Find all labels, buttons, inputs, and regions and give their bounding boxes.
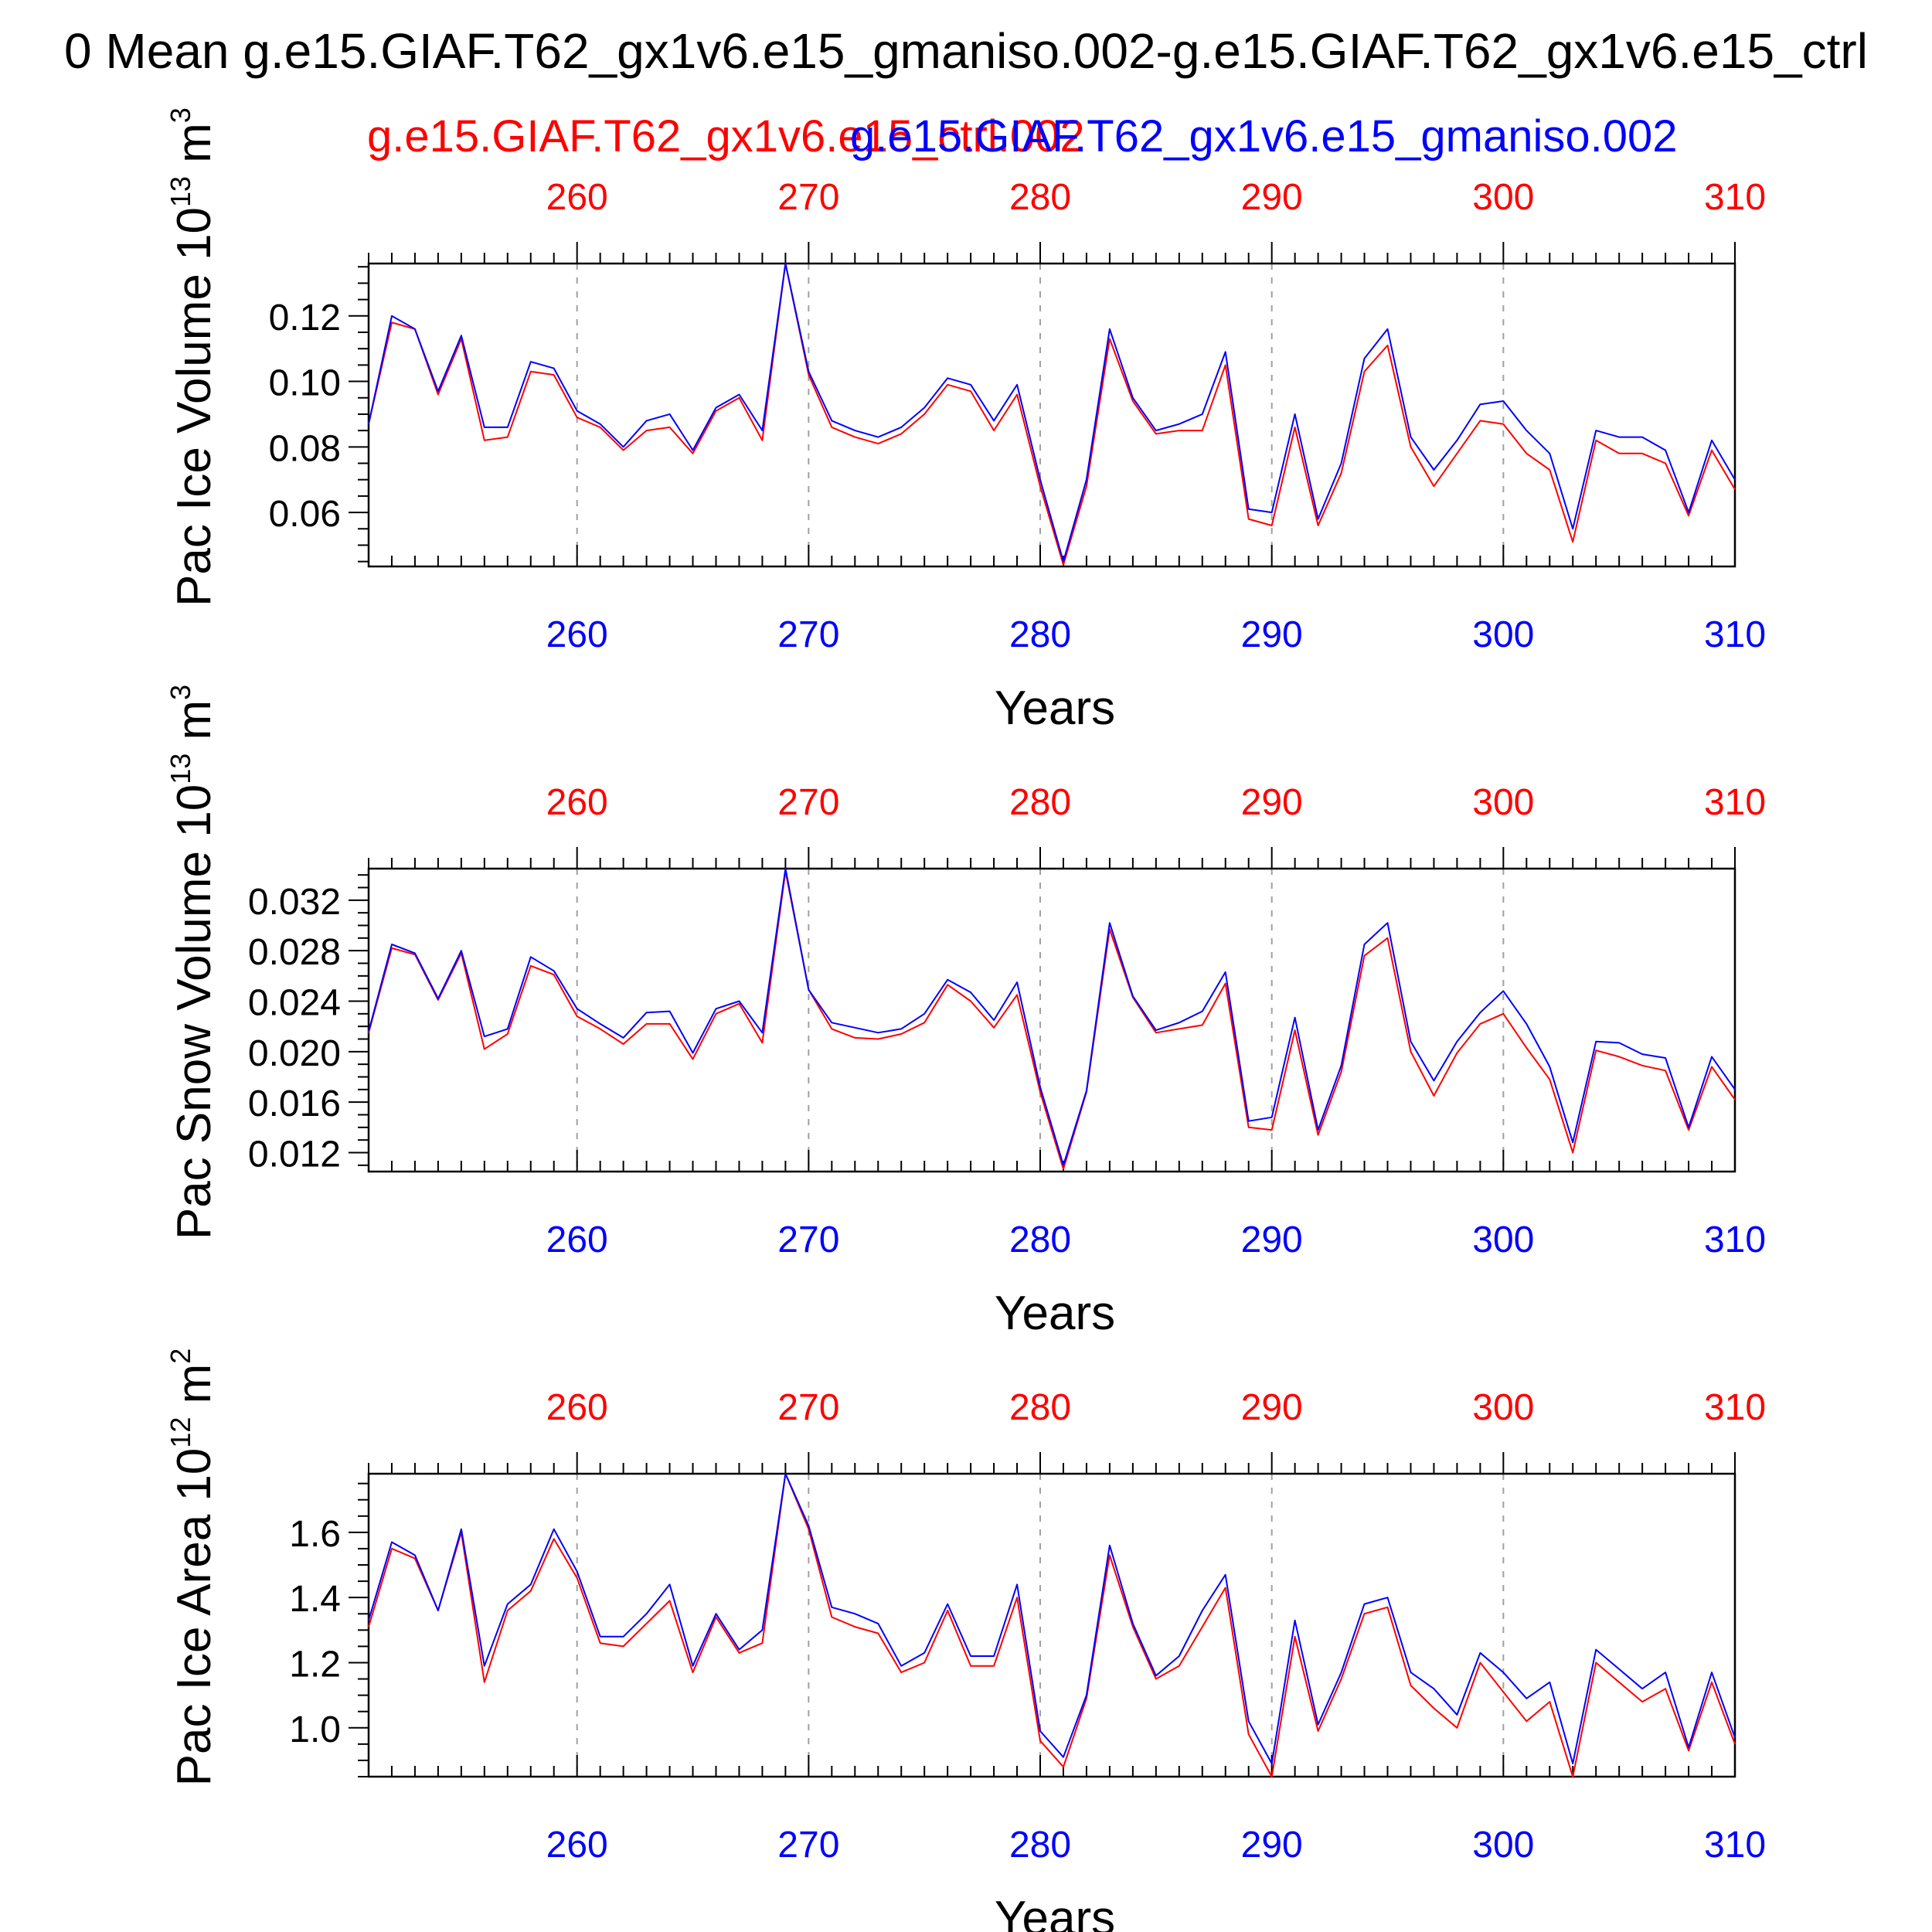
chart-panel-3: 1.0 1.2 1.4 1.6 260 260 270 270 280 280 290 290 300 3…	[165, 1349, 1766, 1932]
x-tick-label-bottom: 300	[1472, 1825, 1534, 1866]
x-tick-label-bottom: 290	[1241, 1219, 1303, 1260]
x-tick-label-top: 290	[1241, 177, 1303, 218]
series-line-red	[368, 263, 1736, 566]
series-line-red	[368, 870, 1736, 1170]
legend-red-label: g.e15.GIAF.T62_gx1v6.e15_ctrl.002	[367, 111, 1085, 162]
x-tick-label-top: 270	[777, 1387, 839, 1428]
x-tick-label-bottom: 270	[777, 1825, 839, 1866]
y-axis-label: Pac Ice Area 1012 m2	[165, 1349, 221, 1787]
x-tick-label-bottom: 280	[1009, 614, 1071, 655]
x-tick-label-top: 300	[1472, 177, 1534, 218]
x-tick-label-bottom: 280	[1009, 1219, 1071, 1260]
x-tick-label-bottom: 310	[1704, 1219, 1766, 1260]
x-tick-label-bottom: 260	[546, 614, 608, 655]
series-line-blue	[368, 263, 1736, 563]
y-tick-label: 1.2	[289, 1644, 341, 1685]
y-tick-label: 0.08	[269, 428, 341, 469]
plot-frame	[367, 1472, 1736, 1778]
x-axis-label: Years	[995, 1287, 1115, 1340]
figure-title: 0 Mean g.e15.GIAF.T62_gx1v6.e15_gmaniso.…	[64, 23, 1868, 79]
y-axis-label: Pac Ice Volume 1013 m3	[165, 107, 221, 607]
y-tick-label: 0.06	[269, 494, 341, 535]
y-tick-label: 0.024	[248, 983, 341, 1024]
series-line-blue	[368, 868, 1736, 1166]
x-tick-label-top: 290	[1241, 782, 1303, 823]
x-tick-label-bottom: 300	[1472, 1219, 1534, 1260]
x-tick-label-bottom: 310	[1704, 614, 1766, 655]
x-tick-label-top: 310	[1704, 782, 1766, 823]
x-tick-label-bottom: 280	[1009, 1825, 1071, 1866]
chart-panel-2: 0.012 0.016 0.020 0.024 0.028 0.032 260 260 270 2…	[165, 685, 1766, 1340]
plot-frame	[367, 262, 1736, 568]
x-tick-label-top: 310	[1704, 1387, 1766, 1428]
y-axis-label: Pac Snow Volume 1013 m3	[165, 685, 221, 1240]
y-tick-label: 0.016	[248, 1083, 341, 1124]
y-tick-label: 1.0	[289, 1709, 341, 1750]
y-tick-label: 0.10	[269, 363, 341, 404]
x-tick-label-top: 260	[546, 782, 608, 823]
x-tick-label-top: 260	[546, 177, 608, 218]
y-tick-label: 0.028	[248, 932, 341, 973]
x-tick-label-bottom: 310	[1704, 1825, 1766, 1866]
y-tick-label: 1.4	[289, 1579, 341, 1620]
y-tick-label: 1.6	[289, 1514, 341, 1555]
y-tick-label: 0.12	[269, 298, 341, 338]
x-tick-label-bottom: 290	[1241, 614, 1303, 655]
x-axis-label: Years	[995, 682, 1115, 735]
x-tick-label-top: 280	[1009, 1387, 1071, 1428]
x-tick-label-bottom: 260	[546, 1825, 608, 1866]
x-tick-label-top: 290	[1241, 1387, 1303, 1428]
x-tick-label-bottom: 300	[1472, 614, 1534, 655]
x-axis-label: Years	[995, 1892, 1115, 1932]
chart-panel-1: 0.06 0.08 0.10 0.12 260 260 270 270 280 280 290 290…	[165, 107, 1766, 735]
x-tick-label-bottom: 270	[777, 614, 839, 655]
y-tick-label: 0.012	[248, 1134, 341, 1175]
x-tick-label-top: 270	[777, 177, 839, 218]
x-tick-label-top: 280	[1009, 177, 1071, 218]
x-tick-label-bottom: 270	[777, 1219, 839, 1260]
x-tick-label-top: 310	[1704, 177, 1766, 218]
series-line-blue	[368, 1473, 1736, 1765]
x-tick-label-top: 280	[1009, 782, 1071, 823]
y-tick-label: 0.032	[248, 882, 341, 923]
legend-blue-label: g.e15.GIAF.T62_gx1v6.e15_gmaniso.002	[850, 111, 1678, 162]
y-tick-label: 0.020	[248, 1033, 341, 1074]
plot-frame	[367, 867, 1736, 1173]
x-tick-label-top: 260	[546, 1387, 608, 1428]
x-tick-label-bottom: 260	[546, 1219, 608, 1260]
x-tick-label-top: 300	[1472, 782, 1534, 823]
series-line-red	[368, 1473, 1736, 1777]
x-tick-label-bottom: 290	[1241, 1825, 1303, 1866]
x-tick-label-top: 300	[1472, 1387, 1534, 1428]
x-tick-label-top: 270	[777, 782, 839, 823]
